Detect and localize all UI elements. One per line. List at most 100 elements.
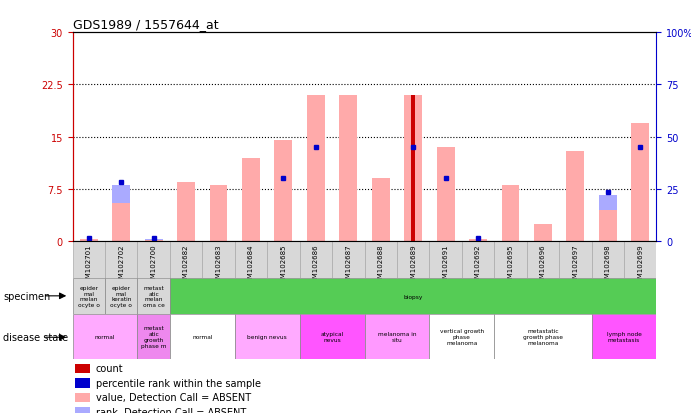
Bar bbox=[462, 242, 494, 279]
Bar bbox=[80, 240, 97, 242]
Bar bbox=[404, 152, 422, 242]
Bar bbox=[73, 242, 105, 279]
Bar bbox=[170, 242, 202, 279]
Text: GSM102695: GSM102695 bbox=[507, 243, 513, 286]
Bar bbox=[307, 96, 325, 242]
Bar bbox=[632, 123, 649, 242]
Text: GSM102702: GSM102702 bbox=[118, 243, 124, 286]
Text: GSM102683: GSM102683 bbox=[216, 243, 222, 286]
Text: epider
mal
keratin
ocyte o: epider mal keratin ocyte o bbox=[111, 285, 132, 308]
Text: normal: normal bbox=[95, 334, 115, 339]
Bar bbox=[429, 314, 494, 359]
Bar bbox=[494, 314, 591, 359]
Bar bbox=[364, 314, 429, 359]
Text: lymph node
metastasis: lymph node metastasis bbox=[607, 331, 641, 342]
Bar bbox=[632, 152, 649, 242]
Bar bbox=[397, 242, 429, 279]
Bar bbox=[75, 364, 90, 373]
Bar bbox=[411, 96, 415, 242]
Bar bbox=[209, 186, 227, 242]
Bar bbox=[170, 279, 656, 314]
Text: GSM102697: GSM102697 bbox=[572, 243, 578, 286]
Text: metast
atic
growth
phase m: metast atic growth phase m bbox=[141, 325, 167, 348]
Text: GSM102698: GSM102698 bbox=[605, 243, 611, 286]
Text: GSM102685: GSM102685 bbox=[281, 243, 286, 286]
Bar bbox=[80, 240, 97, 242]
Bar bbox=[73, 314, 138, 359]
Text: GSM102692: GSM102692 bbox=[475, 243, 481, 286]
Bar bbox=[105, 242, 138, 279]
Text: biopsy: biopsy bbox=[404, 294, 423, 299]
Text: GSM102688: GSM102688 bbox=[378, 243, 384, 286]
Bar bbox=[75, 393, 90, 402]
Bar bbox=[567, 151, 585, 242]
Bar bbox=[300, 314, 364, 359]
Bar bbox=[75, 407, 90, 413]
Bar bbox=[559, 242, 591, 279]
Bar bbox=[599, 196, 616, 242]
Text: GSM102700: GSM102700 bbox=[151, 243, 157, 286]
Bar bbox=[274, 141, 292, 242]
Bar bbox=[138, 242, 170, 279]
Bar bbox=[274, 185, 292, 242]
Text: specimen: specimen bbox=[3, 291, 50, 301]
Bar bbox=[364, 242, 397, 279]
Bar bbox=[624, 242, 656, 279]
Bar bbox=[599, 210, 616, 242]
Text: GSM102686: GSM102686 bbox=[313, 243, 319, 286]
Bar bbox=[138, 314, 170, 359]
Text: metast
atic
melan
oma ce: metast atic melan oma ce bbox=[143, 285, 164, 308]
Bar bbox=[437, 185, 455, 242]
Text: metastatic
growth phase
melanoma: metastatic growth phase melanoma bbox=[523, 328, 563, 345]
Bar bbox=[469, 240, 487, 242]
Bar bbox=[242, 158, 260, 242]
Bar bbox=[404, 96, 422, 242]
Text: GSM102691: GSM102691 bbox=[443, 243, 448, 286]
Text: GSM102701: GSM102701 bbox=[86, 243, 92, 286]
Text: GSM102687: GSM102687 bbox=[346, 243, 351, 286]
Text: GDS1989 / 1557644_at: GDS1989 / 1557644_at bbox=[73, 17, 218, 31]
Bar bbox=[429, 242, 462, 279]
Bar bbox=[339, 96, 357, 242]
Text: rank, Detection Call = ABSENT: rank, Detection Call = ABSENT bbox=[96, 407, 246, 413]
Text: melanoma in
situ: melanoma in situ bbox=[378, 331, 416, 342]
Bar bbox=[177, 183, 195, 242]
Bar bbox=[437, 148, 455, 242]
Bar bbox=[170, 314, 235, 359]
Bar bbox=[332, 242, 365, 279]
Bar bbox=[527, 242, 559, 279]
Bar bbox=[502, 186, 520, 242]
Text: atypical
nevus: atypical nevus bbox=[321, 331, 343, 342]
Bar bbox=[73, 279, 105, 314]
Text: disease state: disease state bbox=[3, 332, 68, 342]
Text: epider
mal
melan
ocyte o: epider mal melan ocyte o bbox=[78, 285, 100, 308]
Bar bbox=[144, 240, 162, 242]
Bar bbox=[267, 242, 300, 279]
Text: GSM102699: GSM102699 bbox=[637, 243, 643, 286]
Bar bbox=[372, 179, 390, 242]
Bar bbox=[591, 314, 656, 359]
Text: percentile rank within the sample: percentile rank within the sample bbox=[96, 378, 261, 388]
Bar bbox=[113, 203, 130, 242]
Text: count: count bbox=[96, 363, 124, 374]
Bar bbox=[105, 279, 138, 314]
Bar bbox=[113, 185, 130, 242]
Bar bbox=[138, 279, 170, 314]
Bar bbox=[235, 314, 300, 359]
Bar bbox=[75, 378, 90, 388]
Text: normal: normal bbox=[192, 334, 213, 339]
Text: GSM102684: GSM102684 bbox=[248, 243, 254, 286]
Bar bbox=[307, 152, 325, 242]
Bar bbox=[534, 224, 552, 242]
Text: benign nevus: benign nevus bbox=[247, 334, 287, 339]
Bar bbox=[202, 242, 235, 279]
Text: GSM102682: GSM102682 bbox=[183, 243, 189, 286]
Bar bbox=[235, 242, 267, 279]
Text: value, Detection Call = ABSENT: value, Detection Call = ABSENT bbox=[96, 392, 251, 403]
Text: GSM102696: GSM102696 bbox=[540, 243, 546, 286]
Text: vertical growth
phase
melanoma: vertical growth phase melanoma bbox=[439, 328, 484, 345]
Bar bbox=[591, 242, 624, 279]
Bar bbox=[144, 240, 162, 242]
Bar bbox=[300, 242, 332, 279]
Bar bbox=[494, 242, 527, 279]
